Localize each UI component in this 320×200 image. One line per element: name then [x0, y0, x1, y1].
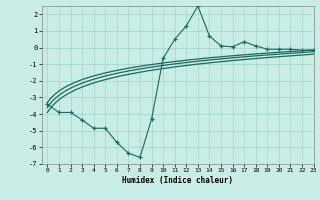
- X-axis label: Humidex (Indice chaleur): Humidex (Indice chaleur): [122, 176, 233, 185]
